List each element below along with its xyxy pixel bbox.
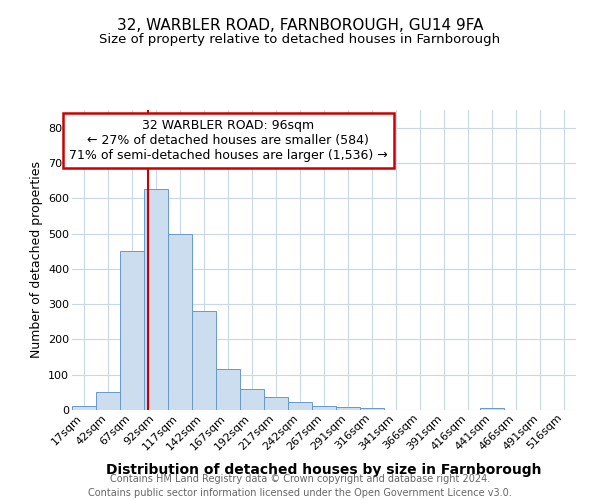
Bar <box>264 397 288 410</box>
Bar <box>288 402 312 410</box>
Bar <box>336 407 360 410</box>
Bar <box>192 311 216 410</box>
Bar <box>480 408 504 410</box>
Bar <box>120 251 144 410</box>
Text: Contains HM Land Registry data © Crown copyright and database right 2024.
Contai: Contains HM Land Registry data © Crown c… <box>88 474 512 498</box>
Bar <box>240 389 264 410</box>
Bar <box>144 190 168 410</box>
Bar <box>72 406 96 410</box>
Bar <box>216 368 240 410</box>
Bar <box>96 392 120 410</box>
X-axis label: Distribution of detached houses by size in Farnborough: Distribution of detached houses by size … <box>106 463 542 477</box>
Bar <box>312 406 336 410</box>
Text: 32 WARBLER ROAD: 96sqm
← 27% of detached houses are smaller (584)
71% of semi-de: 32 WARBLER ROAD: 96sqm ← 27% of detached… <box>69 119 388 162</box>
Text: Size of property relative to detached houses in Farnborough: Size of property relative to detached ho… <box>100 32 500 46</box>
Y-axis label: Number of detached properties: Number of detached properties <box>29 162 43 358</box>
Text: 32, WARBLER ROAD, FARNBOROUGH, GU14 9FA: 32, WARBLER ROAD, FARNBOROUGH, GU14 9FA <box>117 18 483 32</box>
Bar <box>168 234 192 410</box>
Bar <box>360 408 384 410</box>
